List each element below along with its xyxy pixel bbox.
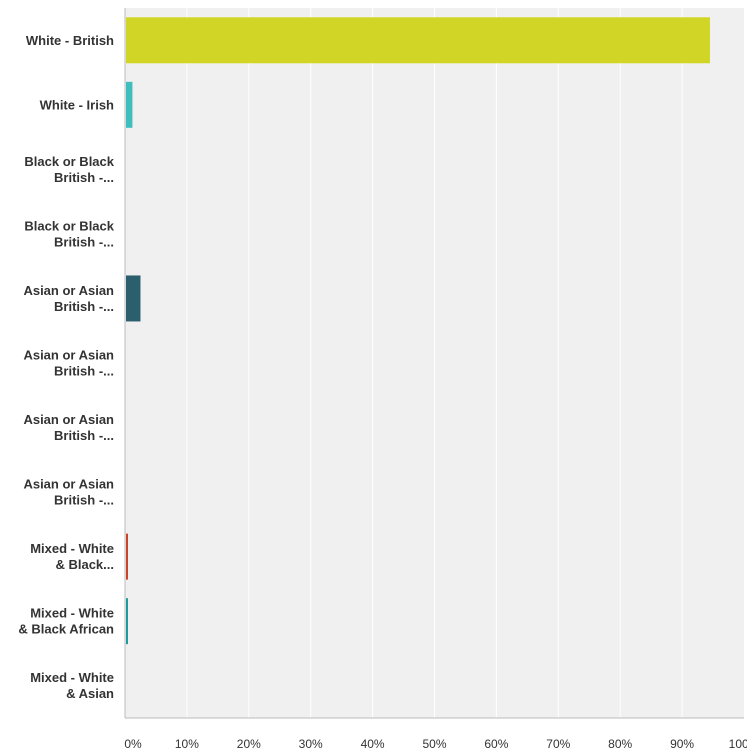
category-labels: White - British White - Irish Black or Bla… [18,33,114,701]
category-label-line: British -... [54,428,114,443]
bar [126,598,128,645]
category-label-line: White - British [26,33,114,48]
category-label: Asian or Asian British -... [23,283,114,314]
category-label: Mixed - White & Asian [30,670,114,701]
category-label-line: Mixed - White [30,606,114,621]
category-label: White - Irish [40,97,114,112]
category-label-line: Asian or Asian [23,477,114,492]
category-label-line: Mixed - White [30,670,114,685]
category-label-line: British -... [54,234,114,249]
category-label: Asian or Asian British -... [23,348,114,379]
x-tick-label: 30% [299,737,323,751]
category-label-line: & Black African [18,622,114,637]
category-label-line: Mixed - White [30,541,114,556]
category-label-line: British -... [54,170,114,185]
bar [126,81,133,128]
category-label: Asian or Asian British -... [23,412,114,443]
category-label-line: British -... [54,364,114,379]
x-tick-label: 0% [124,737,142,751]
category-label: Black or Black British -... [24,218,114,249]
category-label-line: & Asian [66,686,114,701]
bar [126,275,141,322]
category-label-line: British -... [54,299,114,314]
x-tick-label: 70% [546,737,570,751]
bar [126,533,128,580]
category-label: Mixed - White & Black African [18,606,114,637]
x-tick-label: 20% [237,737,261,751]
x-tick-labels: 0% 10% 20% 30% 40% 50% 60% 70% 80% 90% 100% [124,737,747,751]
category-label-line: Asian or Asian [23,283,114,298]
category-label-line: White - Irish [40,97,114,112]
x-tick-label: 100% [729,737,747,751]
category-label-line: British -... [54,493,114,508]
bars [126,17,710,645]
category-label-line: & Black... [55,557,114,572]
x-tick-label: 60% [484,737,508,751]
category-label-line: Black or Black [24,218,114,233]
x-tick-label: 90% [670,737,694,751]
category-label: Black or Black British -... [24,154,114,185]
gridlines [186,8,683,718]
category-label-line: Asian or Asian [23,412,114,427]
category-label-line: Black or Black [24,154,114,169]
category-label: Mixed - White & Black... [30,541,114,572]
category-label-line: Asian or Asian [23,348,114,363]
x-tick-label: 40% [361,737,385,751]
category-label: White - British [26,33,114,48]
x-tick-label: 10% [175,737,199,751]
x-tick-label: 50% [422,737,446,751]
category-label: Asian or Asian British -... [23,477,114,508]
x-tick-label: 80% [608,737,632,751]
bar [126,17,710,64]
